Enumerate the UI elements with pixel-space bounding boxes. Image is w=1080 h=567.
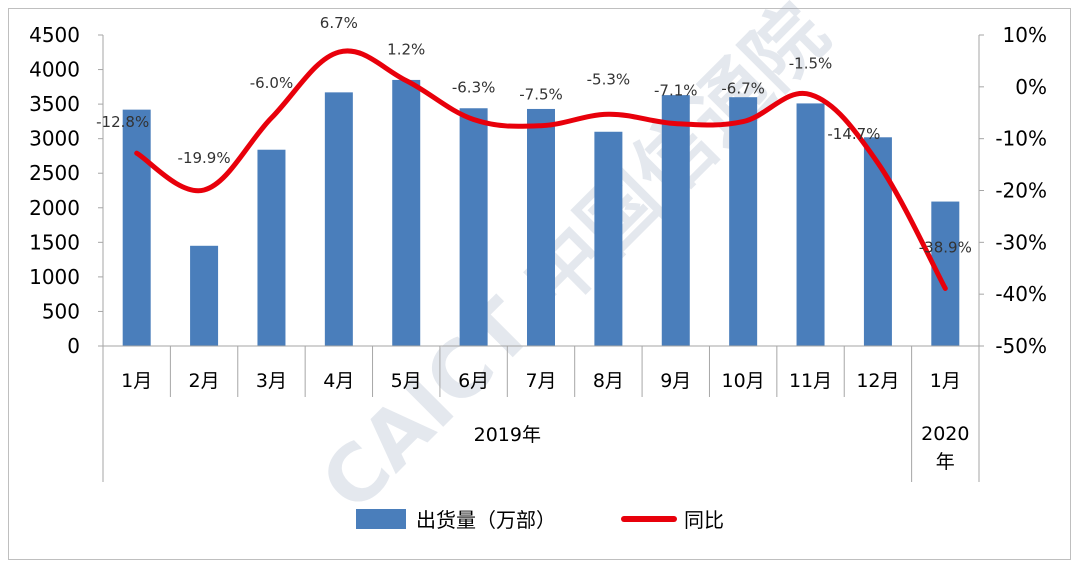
line-layer — [134, 48, 948, 291]
bar-7 — [527, 108, 555, 347]
x-tick-label: 10月 — [722, 370, 765, 392]
x-group-label-2: 2020 年 — [921, 423, 969, 473]
bar-3 — [257, 149, 286, 346]
bar-5 — [392, 79, 421, 346]
data-label-7: -7.5% — [519, 86, 563, 104]
y-left-tick-label: 4500 — [29, 23, 80, 47]
y-right-tick-label: 10% — [1003, 23, 1047, 47]
bar-1 — [122, 109, 151, 346]
data-labels-layer: -12.8% -19.9% -6.0% 6.7% 1.2% -6.3% -7.5% -5.3%… — [96, 14, 972, 256]
x-tick-label: 11月 — [789, 370, 832, 392]
y-left-tick-label: 1000 — [29, 265, 80, 289]
y-left-tick-label: 2000 — [29, 196, 80, 220]
data-label-10: -6.7% — [721, 80, 765, 98]
bar-11 — [796, 103, 825, 346]
data-label-11: -1.5% — [789, 55, 833, 73]
y-left-tick-label: 2500 — [29, 161, 80, 185]
legend-label-bar: 出货量（万部） — [416, 508, 556, 532]
y-right-tick-label: -20% — [995, 179, 1047, 203]
chart-frame — [8, 8, 1071, 560]
data-label-3: -6.0% — [250, 74, 294, 92]
legend-label-line: 同比 — [684, 508, 724, 532]
x-tick-label: 8月 — [593, 370, 624, 392]
bar-8 — [594, 131, 623, 346]
y-left-tick-label: 500 — [42, 299, 80, 323]
legend: 出货量（万部） 同比 — [356, 508, 724, 532]
y-left-tick-label: 3500 — [29, 92, 80, 116]
data-label-2: -19.9% — [178, 149, 231, 167]
y-right-tick-label: 0% — [1015, 75, 1047, 99]
y-left-tick-label: 0 — [67, 334, 80, 358]
data-label-9: -7.1% — [654, 82, 698, 100]
x-tick-label: 5月 — [391, 370, 422, 392]
y-right-tick-label: -10% — [995, 127, 1047, 151]
x-tick-label: 12月 — [856, 370, 899, 392]
bars-layer — [122, 79, 960, 347]
x-tick-label: 2月 — [189, 370, 220, 392]
x-tick-label: 6月 — [458, 370, 489, 392]
legend-swatch-bar — [356, 509, 406, 529]
axes-layer: 0 500 1000 1500 2000 2500 3000 3500 4000 4500 10% 0… — [29, 23, 1047, 482]
data-label-13: -38.9% — [919, 238, 972, 256]
yoy-line — [134, 48, 948, 291]
bar-12 — [863, 137, 892, 346]
x-tick-label: 1月 — [930, 370, 961, 392]
y-left-tick-label: 4000 — [29, 58, 80, 82]
bar-10 — [729, 97, 758, 346]
data-label-12: -14.7% — [827, 125, 880, 143]
x-group-label-1: 2019年 — [474, 424, 541, 446]
x-tick-label: 4月 — [323, 370, 354, 392]
y-left-tick-label: 3000 — [29, 127, 80, 151]
data-label-4: 6.7% — [320, 14, 358, 32]
bar-4 — [324, 92, 353, 347]
bar-2 — [190, 245, 219, 346]
y-right-tick-label: -50% — [995, 334, 1047, 358]
data-label-1: -12.8% — [96, 113, 149, 131]
y-right-tick-label: -30% — [995, 230, 1047, 254]
x-tick-label: 7月 — [525, 370, 556, 392]
bar-6 — [459, 108, 488, 346]
data-label-6: -6.3% — [452, 78, 496, 96]
y-right-tick-label: -40% — [995, 282, 1047, 306]
x-tick-label: 3月 — [256, 370, 287, 392]
data-label-5: 1.2% — [387, 41, 425, 59]
data-label-8: -5.3% — [587, 70, 631, 88]
x-tick-label: 9月 — [660, 370, 691, 392]
bar-9 — [661, 95, 690, 346]
x-tick-label: 1月 — [121, 370, 152, 392]
y-left-tick-label: 1500 — [29, 230, 80, 254]
